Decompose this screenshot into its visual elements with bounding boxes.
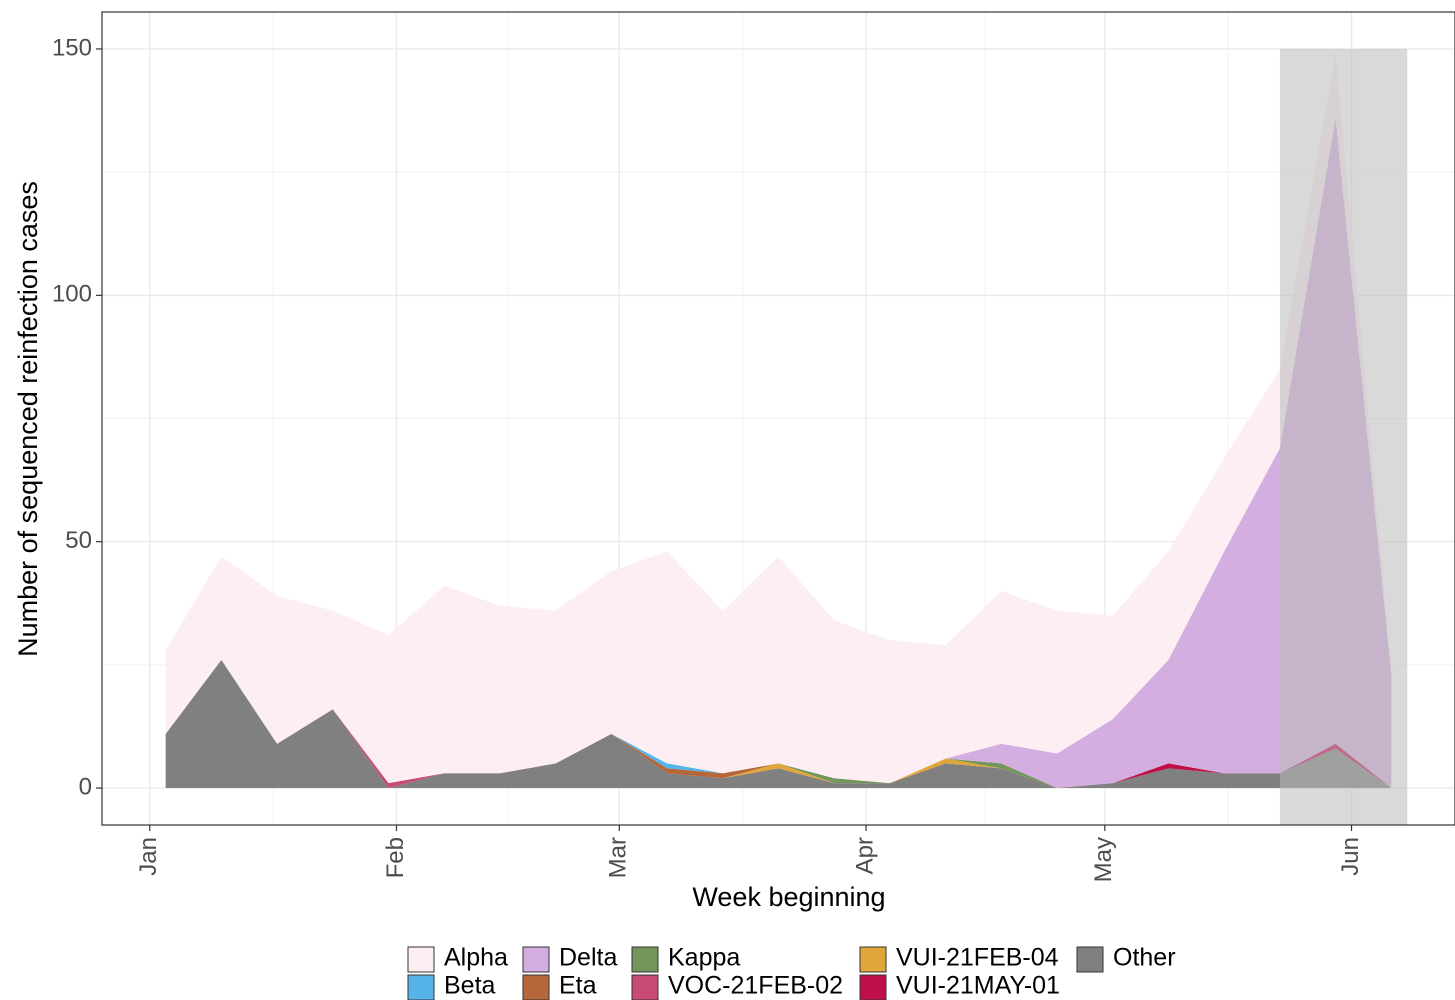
legend-key xyxy=(631,946,659,973)
legend-label: VOC-21FEB-02 xyxy=(668,972,843,1000)
legend-label: VUI-21MAY-01 xyxy=(896,972,1060,1000)
legend-label: Other xyxy=(1113,944,1176,972)
legend-key xyxy=(631,974,659,1000)
legend-label: Eta xyxy=(559,972,597,1000)
shaded-region xyxy=(1279,48,1408,826)
y-tick-label: 150 xyxy=(52,34,92,61)
legend-key xyxy=(522,974,550,1000)
legend-key xyxy=(859,974,887,1000)
y-tick-label: 100 xyxy=(52,281,92,308)
area xyxy=(165,53,1392,784)
area xyxy=(165,117,1392,789)
legend-key xyxy=(407,974,435,1000)
y-tick-label: 50 xyxy=(65,527,92,554)
panel-border xyxy=(101,11,1455,826)
x-axis-title: Week beginning xyxy=(692,882,885,912)
legend-label: Kappa xyxy=(668,944,740,972)
legend-key xyxy=(859,946,887,973)
x-tick-label: Jan xyxy=(135,837,162,876)
legend-label: VUI-21FEB-04 xyxy=(896,944,1059,972)
y-tick-label: 0 xyxy=(79,773,92,800)
x-tick-label: Feb xyxy=(382,837,409,878)
area xyxy=(165,659,1392,789)
legend-label: Delta xyxy=(559,944,617,972)
x-tick-label: Mar xyxy=(605,837,632,878)
legend-key xyxy=(1076,946,1104,973)
x-tick-label: May xyxy=(1090,837,1117,882)
legend-key xyxy=(407,946,435,973)
x-tick-label: Jun xyxy=(1337,837,1364,876)
x-tick-label: Apr xyxy=(851,837,878,874)
legend-label: Beta xyxy=(444,972,496,1000)
legend-label: Alpha xyxy=(444,944,508,972)
legend-key xyxy=(522,946,550,973)
y-axis-title: Number of sequenced reinfection cases xyxy=(13,181,43,657)
